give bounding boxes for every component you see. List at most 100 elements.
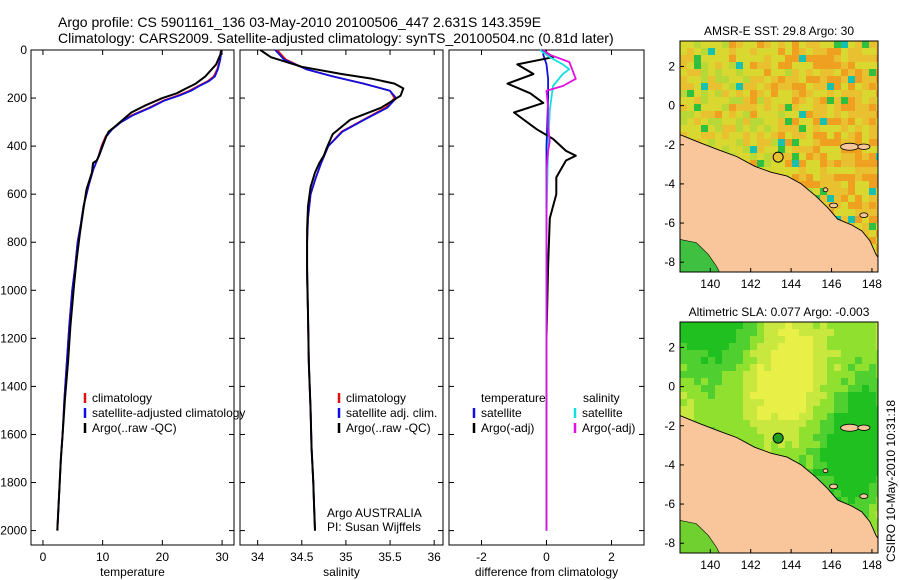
map-cell [785,343,793,351]
map-cell [708,399,716,407]
map-cell [708,350,716,358]
map-cell [820,420,828,428]
map-cell [736,104,744,112]
map-cell [750,329,758,337]
map-cell [848,329,856,337]
map-cell [855,97,863,105]
map-cell [771,448,779,456]
map-cell [722,55,730,63]
map-cell [855,118,863,126]
map-cell [834,420,842,428]
map-cell [841,448,849,456]
map-cell [806,329,814,337]
map-cell [876,216,878,224]
map-cell [862,223,870,231]
map-cell [855,125,863,133]
map-cell [743,69,751,77]
map-cell [806,343,814,351]
map-cell [701,336,709,344]
map-cell [736,118,744,126]
legend-label: satellite [481,406,522,420]
map-cell [799,146,807,154]
y-tick-label: -2 [664,138,675,152]
map-cell [820,97,828,105]
map-cell [757,69,765,77]
map-cell [806,181,814,189]
map-cell [757,371,765,379]
map-cell [792,357,800,365]
map-cell [855,427,863,435]
map-cell [827,83,835,91]
map-cell [680,83,688,91]
map-cell [841,167,849,175]
map-cell [736,125,744,133]
map-cell [855,83,863,91]
map-cell [708,48,716,56]
map-cell [855,202,863,210]
map-cell [841,195,849,203]
map-cell [869,118,877,126]
map-cell [806,97,814,105]
map-cell [876,343,878,351]
legend-label: satellite-adjusted climatology [92,406,245,420]
map-cell [764,392,772,400]
map-cell [701,55,709,63]
map-cell [869,125,877,133]
map-cell [743,364,751,372]
map-cell [764,357,772,365]
map-cell [848,455,856,463]
map-cell [855,406,863,414]
map-cell [848,69,856,77]
map-cell [764,41,772,49]
map-cell [701,399,709,407]
map-cell [708,69,716,77]
map-cell [834,146,842,154]
map-cell [743,427,751,435]
map-field [680,41,878,272]
map-cell [708,371,716,379]
map-cell [771,378,779,386]
map-cell [827,420,835,428]
map-cell [771,55,779,63]
legend-title: temperature [481,391,546,405]
map-cell [876,48,878,56]
map-cell [715,97,723,105]
map-cell [764,139,772,147]
map-cell [792,146,800,154]
map-cell [736,97,744,105]
legend-difference: temperature salinitysatelliteArgo(-adj)sa… [472,391,635,435]
map-cell [862,350,870,358]
map-cell [687,371,695,379]
map-cell [792,329,800,337]
map-cell [876,497,878,505]
map-cell [722,104,730,112]
map-cell [848,195,856,203]
map-cell [778,392,786,400]
map-cell [848,497,856,505]
map-cell [715,90,723,98]
map-cell [862,104,870,112]
map-cell [799,76,807,84]
map-cell [743,343,751,351]
map-cell [792,160,800,168]
map-cell [778,420,786,428]
map-cell [694,343,702,351]
map-cell [736,146,744,154]
map-cell [680,111,688,119]
profile-panel-1: 0 10 20 30 0 200 400 600 800 1000 1200 1400 1600 1800… [0,43,235,579]
map-cell [680,322,688,330]
map-cell [708,104,716,112]
map-cell [869,160,877,168]
legend-title: salinity [583,391,620,405]
map-cell [855,146,863,154]
map-cell [764,48,772,56]
map-cell [750,406,758,414]
map-cell [715,399,723,407]
map-cell [764,385,772,393]
map-cell [813,322,821,330]
map-cell [806,350,814,358]
map-cell [750,441,758,449]
map-cell [764,420,772,428]
map-cell [862,41,870,49]
map-cell [876,455,878,463]
